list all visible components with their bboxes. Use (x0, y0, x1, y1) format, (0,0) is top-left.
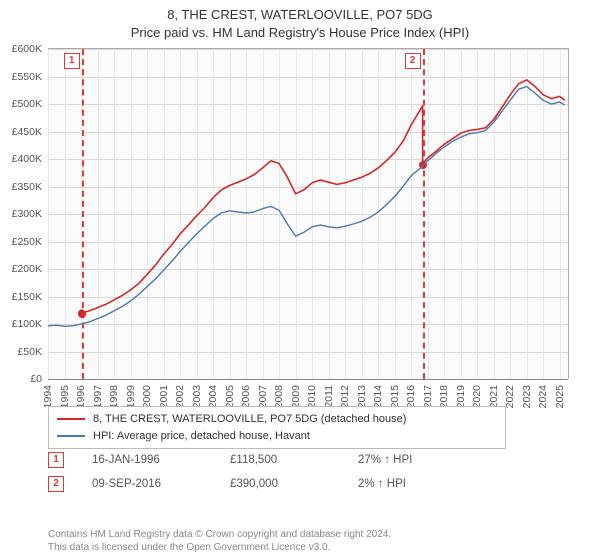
xtick-label: 2022 (504, 385, 516, 408)
hpi_series (48, 87, 565, 327)
ytick-label: £500K (12, 98, 42, 110)
ytick-label: £450K (12, 126, 42, 138)
ytick-label: £550K (12, 71, 42, 83)
ytick-label: £300K (12, 208, 42, 220)
footer-attribution: Contains HM Land Registry data © Crown c… (48, 528, 568, 554)
property_series (82, 80, 565, 313)
footer-line-2: This data is licensed under the Open Gov… (48, 541, 568, 554)
event-row-badge: 2 (48, 476, 64, 492)
xtick-label: 2025 (554, 385, 566, 408)
title-line-2: Price paid vs. HM Land Registry's House … (0, 24, 600, 42)
events-table: 1 16-JAN-1996 £118,500 27% ↑ HPI 2 09-SEP-201… (48, 452, 548, 500)
footer-line-1: Contains HM Land Registry data © Crown c… (48, 528, 568, 541)
event-row: 2 09-SEP-2016 £390,000 2% ↑ HPI (48, 476, 548, 492)
legend-item: HPI: Average price, detached house, Hava… (57, 428, 497, 445)
legend-swatch (57, 418, 85, 420)
ytick-label: £200K (12, 263, 42, 275)
xtick-label: 2023 (521, 385, 533, 408)
ytick-label: £350K (12, 181, 42, 193)
legend-swatch (57, 435, 85, 437)
ytick-label: £100K (12, 318, 42, 330)
xtick-label: 2011 (323, 385, 335, 408)
event-price: £118,500 (230, 454, 330, 466)
legend: 8, THE CREST, WATERLOOVILLE, PO7 5DG (de… (48, 406, 506, 449)
title-line-1: 8, THE CREST, WATERLOOVILLE, PO7 5DG (0, 0, 600, 24)
ytick-label: £400K (12, 153, 42, 165)
legend-label: HPI: Average price, detached house, Hava… (93, 428, 310, 445)
event-date: 09-SEP-2016 (92, 478, 202, 490)
legend-item: 8, THE CREST, WATERLOOVILLE, PO7 5DG (de… (57, 411, 497, 428)
event-row-badge: 1 (48, 452, 64, 468)
event-delta: 2% ↑ HPI (358, 478, 478, 490)
series-start-dot (78, 310, 85, 317)
ytick-label: £250K (12, 236, 42, 248)
ytick-label: £600K (12, 43, 42, 55)
event-price: £390,000 (230, 478, 330, 490)
xtick-label: 2024 (537, 385, 549, 408)
ytick-label: £50K (17, 346, 42, 358)
ytick-label: £150K (12, 291, 42, 303)
price-chart: £0£50K£100K£150K£200K£250K£300K£350K£400… (48, 48, 568, 378)
legend-label: 8, THE CREST, WATERLOOVILLE, PO7 5DG (de… (93, 411, 406, 428)
event-delta: 27% ↑ HPI (358, 454, 478, 466)
chart-series-svg (48, 48, 568, 378)
ytick-label: £0 (30, 373, 42, 385)
page-title: 8, THE CREST, WATERLOOVILLE, PO7 5DG Pri… (0, 0, 600, 42)
event-row: 1 16-JAN-1996 £118,500 27% ↑ HPI (48, 452, 548, 468)
event-date: 16-JAN-1996 (92, 454, 202, 466)
